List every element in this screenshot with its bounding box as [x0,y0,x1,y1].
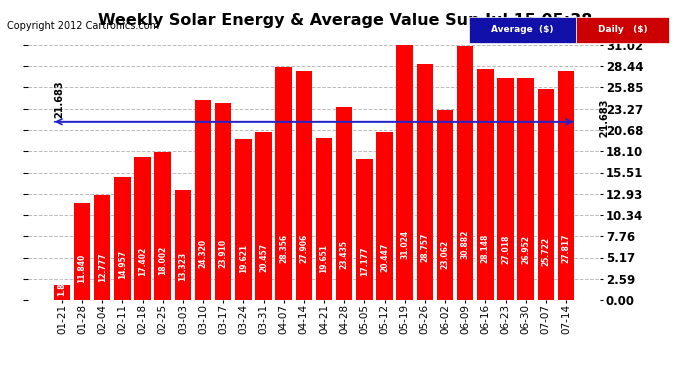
Text: 31.024: 31.024 [400,230,409,259]
Bar [538,88,554,300]
Text: 21.683: 21.683 [600,100,610,144]
Bar [558,71,574,300]
Bar [295,70,312,300]
Text: 26.952: 26.952 [521,235,530,264]
Bar [497,78,514,300]
Bar [54,285,70,300]
Text: Average  ($): Average ($) [491,26,554,34]
Bar [397,45,413,300]
Text: 14.957: 14.957 [118,250,127,279]
Bar [417,64,433,300]
Text: 17.177: 17.177 [360,247,369,276]
Text: 28.148: 28.148 [481,234,490,263]
Text: 19.651: 19.651 [319,244,328,273]
Text: 21.683: 21.683 [54,80,64,118]
Bar [135,157,151,300]
Bar [175,190,191,300]
Bar [74,202,90,300]
Text: Weekly Solar Energy & Average Value Sun Jul 15 05:38: Weekly Solar Energy & Average Value Sun … [98,13,592,28]
Text: 23.910: 23.910 [219,239,228,268]
Text: 18.002: 18.002 [158,246,167,275]
Text: 13.323: 13.323 [179,252,188,281]
Text: 23.435: 23.435 [339,240,348,268]
Bar [275,67,292,300]
Bar [255,132,272,300]
Text: 11.840: 11.840 [77,254,86,283]
Bar [437,110,453,300]
Bar [235,139,252,300]
Text: 27.018: 27.018 [501,235,510,264]
Text: 28.356: 28.356 [279,234,288,262]
Bar [155,152,171,300]
Bar [195,100,211,300]
Text: 19.621: 19.621 [239,244,248,273]
Text: 30.882: 30.882 [461,230,470,260]
Text: 27.817: 27.817 [562,234,571,263]
Bar [376,132,393,300]
Text: 25.722: 25.722 [542,237,551,266]
Text: 27.906: 27.906 [299,234,308,263]
Bar [457,46,473,300]
Bar [94,195,110,300]
Bar [336,107,353,300]
Text: 17.402: 17.402 [138,247,147,276]
Bar [518,78,534,300]
Bar [215,104,231,300]
Text: 20.457: 20.457 [259,243,268,272]
Text: 12.777: 12.777 [98,252,107,282]
Bar [316,138,333,300]
Text: Copyright 2012 Cartronics.com: Copyright 2012 Cartronics.com [7,21,159,31]
Bar [356,159,373,300]
Text: 23.062: 23.062 [440,240,449,269]
Bar [114,177,130,300]
Text: 20.447: 20.447 [380,243,389,272]
Text: Daily   ($): Daily ($) [598,26,647,34]
Text: 24.320: 24.320 [199,238,208,267]
Text: 28.757: 28.757 [420,233,429,262]
Text: 1.802: 1.802 [57,272,66,296]
Bar [477,69,493,300]
